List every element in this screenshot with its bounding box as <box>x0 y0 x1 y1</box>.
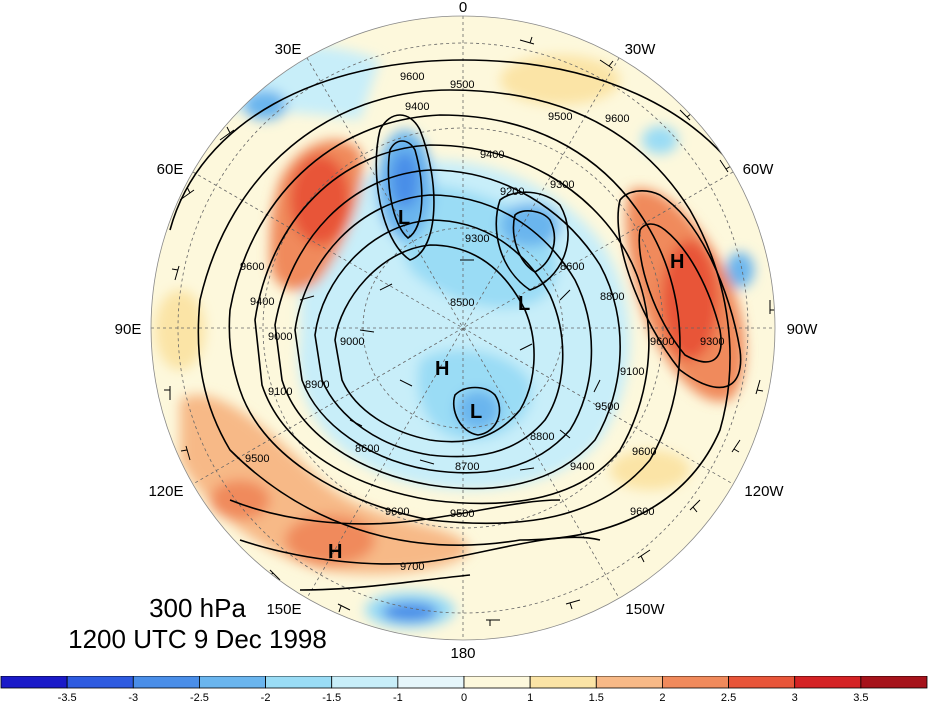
colorbar-box <box>728 676 796 689</box>
colorbar-tick-label: 1 <box>527 692 533 702</box>
lon-label-90w: 90W <box>787 321 819 338</box>
contour-label: 9400 <box>570 461 594 473</box>
lon-label-150w: 150W <box>625 601 665 618</box>
colorbar-box <box>397 676 465 689</box>
colorbar-box <box>595 676 663 689</box>
contour-label: 8800 <box>530 431 554 443</box>
colorbar-tick-label: 2.5 <box>721 692 736 702</box>
colorbar-tick-label: 3 <box>792 692 798 702</box>
lon-label-120e: 120E <box>148 483 183 500</box>
contour-label: 9500 <box>245 453 269 465</box>
contour-label: 9500 <box>548 111 572 123</box>
colorbar-box <box>66 676 134 689</box>
contour-label: 9600 <box>385 506 409 518</box>
colorbar-tick-label: -2.5 <box>190 692 209 702</box>
colorbar-tick-label: -2 <box>261 692 271 702</box>
lon-label-60e: 60E <box>157 161 184 178</box>
contour-label: 9600 <box>400 71 424 83</box>
colorbar-box <box>662 676 729 689</box>
colorbar-box <box>529 676 597 689</box>
contour-label: 9300 <box>465 233 489 245</box>
colorbar-box <box>331 676 399 689</box>
pressure-level-title: 300 hPa <box>149 593 246 623</box>
contour-label: 9400 <box>250 296 274 308</box>
low-center: L <box>398 207 410 229</box>
anomaly-shading <box>151 16 775 640</box>
colorbar-box <box>860 676 928 689</box>
contour-label: 9300 <box>700 336 724 348</box>
colorbar-box <box>199 676 266 689</box>
colorbar-tick-label: 3.5 <box>853 692 868 702</box>
lon-label-180: 180 <box>450 645 475 662</box>
colorbar-tick-label: 0 <box>461 692 467 702</box>
longitude-labels: 0 30W 60W 90W 120W 150W 180 150E 120E 90… <box>115 0 819 662</box>
high-center: H <box>328 541 342 563</box>
colorbar: -3.5 -3 -2.5 -2 -1.5 -1 0 1 1.5 2 2.5 3 3.5 <box>0 676 928 702</box>
map-boundary <box>150 15 776 641</box>
contour-label: 8500 <box>450 297 474 309</box>
colorbar-box <box>265 676 333 689</box>
colorbar-tick-label: -1.5 <box>322 692 341 702</box>
colorbar-ticks: -3.5 -3 -2.5 -2 -1.5 -1 0 1 1.5 2 2.5 3 3.5 <box>58 692 869 702</box>
high-center: H <box>670 251 684 273</box>
height-contours <box>169 59 751 591</box>
colorbar-box <box>0 676 68 689</box>
pressure-centers: L L L H H H <box>328 207 684 563</box>
lon-label-60w: 60W <box>743 161 775 178</box>
lat-lon-grid <box>151 16 775 640</box>
lon-label-90e: 90E <box>115 321 142 338</box>
contour-label: 9400 <box>405 101 429 113</box>
colorbar-boxes <box>0 676 928 689</box>
contour-label: 9600 <box>605 113 629 125</box>
contour-label: 9000 <box>340 336 364 348</box>
colorbar-tick-label: 2 <box>659 692 665 702</box>
contour-labels: 9600 9500 9400 9500 9600 9400 9200 9300 … <box>240 71 724 573</box>
contour-label: 9700 <box>400 561 424 573</box>
colorbar-tick-label: -3 <box>128 692 138 702</box>
contour-label: 9300 <box>550 179 574 191</box>
colorbar-tick-label: -3.5 <box>58 692 77 702</box>
lon-label-0: 0 <box>459 0 467 16</box>
lon-label-30e: 30E <box>275 41 302 58</box>
contour-label: 8900 <box>305 379 329 391</box>
lon-label-120w: 120W <box>744 483 784 500</box>
colorbar-tick-label: 1.5 <box>589 692 604 702</box>
colorbar-box <box>132 676 200 689</box>
low-center: L <box>518 293 530 315</box>
contour-label: 9500 <box>450 79 474 91</box>
contour-label: 8600 <box>560 261 584 273</box>
contour-label: 9600 <box>632 446 656 458</box>
colorbar-tick-label: -1 <box>393 692 403 702</box>
contour-label: 8600 <box>355 443 379 455</box>
high-center: H <box>435 358 449 380</box>
contour-label: 9100 <box>268 386 292 398</box>
contour-label: 9500 <box>450 508 474 520</box>
contour-label: 9000 <box>268 331 292 343</box>
low-center: L <box>470 401 482 423</box>
contour-label: 9200 <box>500 186 524 198</box>
contour-label: 9600 <box>240 261 264 273</box>
valid-time-title: 1200 UTC 9 Dec 1998 <box>68 624 327 654</box>
colorbar-box <box>463 676 531 689</box>
contour-label: 8700 <box>455 461 479 473</box>
contour-label: 9100 <box>620 366 644 378</box>
contour-label: 9500 <box>595 401 619 413</box>
contour-label: 9400 <box>480 149 504 161</box>
colorbar-box <box>794 676 862 689</box>
lon-label-30w: 30W <box>625 41 657 58</box>
contour-label: 9600 <box>650 336 674 348</box>
contour-label: 8800 <box>600 291 624 303</box>
contour-label: 9600 <box>630 506 654 518</box>
lon-label-150e: 150E <box>266 601 301 618</box>
